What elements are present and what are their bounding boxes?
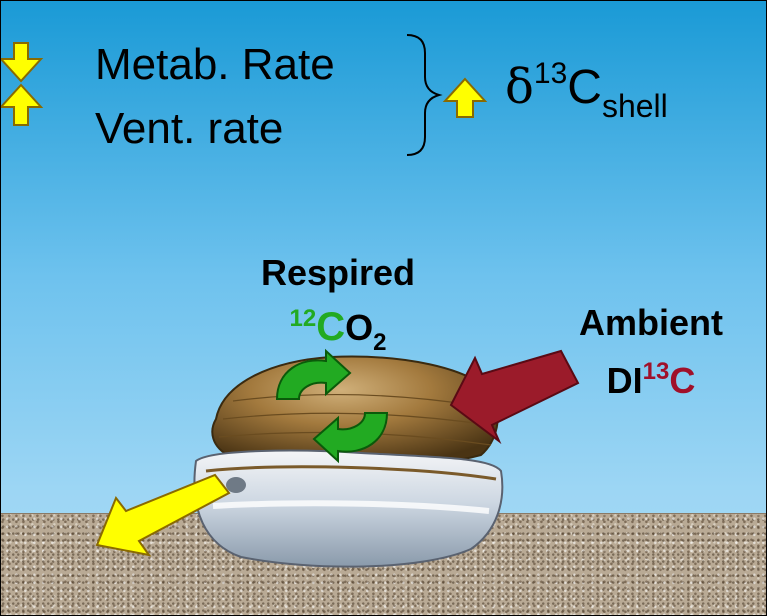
- delta13c-element: C: [567, 61, 602, 114]
- down-arrow-icon: [1, 42, 44, 83]
- brace-icon: [406, 34, 443, 156]
- delta13c-subscript: shell: [601, 88, 668, 124]
- up-arrow-icon: [1, 83, 44, 126]
- cycle-arrows-icon: [275, 348, 389, 464]
- up-arrow-icon: [442, 77, 488, 118]
- clam-shell-icon: [193, 355, 504, 568]
- ambient-title: Ambient: [579, 302, 723, 343]
- incoming-arrow-icon: [449, 349, 580, 445]
- respired-subscript: 2: [373, 329, 387, 356]
- respired-isotope-superscript: 12: [289, 305, 317, 332]
- outgoing-arrow-icon: [95, 473, 231, 557]
- ventilation-rate-label: Vent. rate: [95, 104, 284, 153]
- delta-symbol: δ: [505, 59, 534, 115]
- ambient-dic-formula: DI13C: [541, 360, 761, 401]
- respired-oxygen: O: [345, 307, 374, 348]
- respired-title: Respired: [260, 252, 416, 293]
- respired-co2-formula: 12CO2: [233, 305, 443, 355]
- metabolic-rate-label: Metab. Rate: [95, 40, 335, 89]
- delta13c-shell-label: δ13Cshell: [505, 59, 668, 123]
- ambient-isotope-superscript: 13: [642, 358, 670, 385]
- ambient-dic-prefix: DI: [606, 360, 643, 401]
- ambient-carbon: C: [669, 360, 696, 401]
- respired-carbon: C: [316, 305, 346, 349]
- delta13c-superscript: 13: [533, 57, 568, 90]
